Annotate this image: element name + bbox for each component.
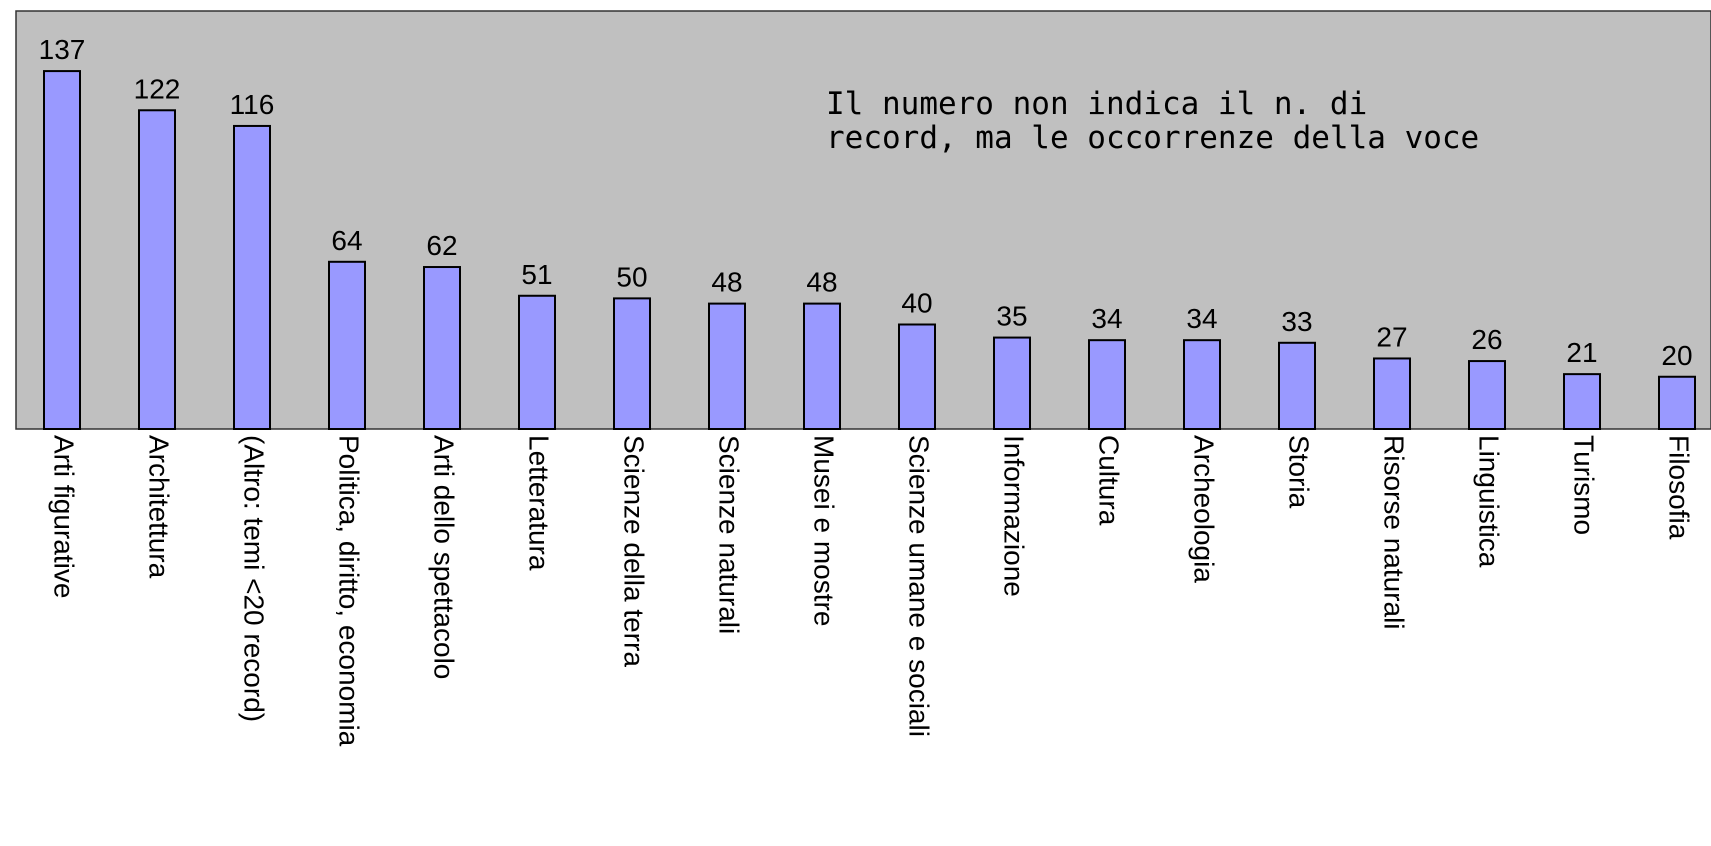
value-label: 27 <box>1376 321 1407 352</box>
value-label: 50 <box>616 261 647 292</box>
annotation: record, ma le occorrenze della voce <box>826 120 1479 156</box>
bar <box>138 109 176 431</box>
bar <box>1563 373 1601 431</box>
x-tick-label: Informazione <box>999 435 1030 597</box>
plot-area <box>15 10 1711 430</box>
value-label: 116 <box>230 89 275 120</box>
bar <box>1468 360 1506 431</box>
x-tick-label: Risorse naturali <box>1379 435 1410 630</box>
bar <box>328 260 366 430</box>
annotation: Il numero non indica il n. di <box>826 86 1367 122</box>
value-label: 64 <box>331 225 362 256</box>
value-label: 34 <box>1091 303 1122 334</box>
x-tick-label: Storia <box>1284 435 1315 509</box>
value-label: 20 <box>1661 340 1692 371</box>
bar <box>1088 339 1126 430</box>
value-label: 48 <box>711 267 742 298</box>
x-tick-label: Arti figurative <box>49 435 80 598</box>
value-label: 26 <box>1471 324 1502 355</box>
x-tick-label: Politica, diritto, economia <box>334 435 365 747</box>
bar <box>1278 341 1316 431</box>
bar <box>423 266 461 430</box>
x-tick-label: Turismo <box>1569 435 1600 535</box>
bar <box>518 294 556 431</box>
value-label: 35 <box>996 301 1027 332</box>
bar <box>233 124 271 430</box>
x-tick-label: Scienze della terra <box>619 435 650 667</box>
bar <box>803 302 841 431</box>
value-label: 137 <box>39 34 86 65</box>
bar <box>993 336 1031 430</box>
value-label: 21 <box>1566 337 1597 368</box>
value-label: 62 <box>426 230 457 261</box>
x-tick-label: Filosofia <box>1664 435 1695 540</box>
x-tick-label: Archeologia <box>1189 435 1220 583</box>
bar <box>1373 357 1411 430</box>
x-tick-label: Architettura <box>144 435 175 579</box>
x-tick-label: Arti dello spettacolo <box>429 435 460 679</box>
x-tick-label: Scienze umane e sociali <box>904 435 935 737</box>
value-label: 34 <box>1186 303 1217 334</box>
value-label: 51 <box>521 259 552 290</box>
x-tick-label: Cultura <box>1094 435 1125 526</box>
value-label: 122 <box>134 73 181 104</box>
value-label: 33 <box>1281 306 1312 337</box>
x-tick-label: (Altro: temi <20 record) <box>239 435 270 722</box>
x-tick-label: Musei e mostre <box>809 435 840 626</box>
x-tick-label: Letteratura <box>524 435 555 571</box>
bar <box>1658 375 1696 430</box>
x-tick-label: Linguistica <box>1474 435 1505 568</box>
x-tick-label: Scienze naturali <box>714 435 745 634</box>
bar <box>613 297 651 430</box>
bar <box>43 70 81 431</box>
bar <box>708 302 746 431</box>
value-label: 40 <box>901 288 932 319</box>
bar <box>1183 339 1221 430</box>
value-label: 48 <box>806 267 837 298</box>
bar <box>898 323 936 430</box>
